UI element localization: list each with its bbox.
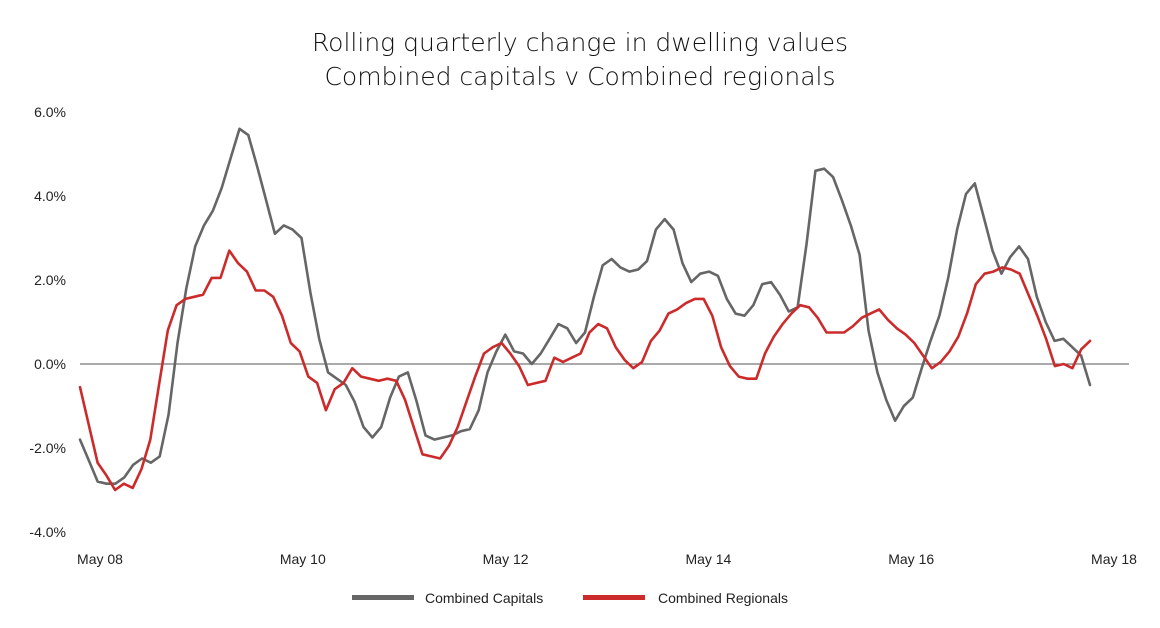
x-axis: May 08 May 10 May 12 May 14 May 16 May 18 (77, 551, 1137, 567)
series-line-combined-regionals (78, 249, 1092, 492)
y-axis: 6.0% 4.0% 2.0% 0.0% -2.0% -4.0% (29, 104, 66, 540)
y-tick-label: 6.0% (34, 104, 66, 120)
x-tick-label: May 08 (77, 551, 123, 567)
series-layer (78, 127, 1092, 492)
legend-swatch (352, 595, 414, 600)
x-tick-label: May 12 (483, 551, 529, 567)
series-line-combined-capitals (78, 127, 1092, 486)
y-tick-label: 0.0% (34, 356, 66, 372)
legend-label: Combined Regionals (658, 590, 788, 606)
x-tick-label: May 18 (1091, 551, 1137, 567)
x-tick-label: May 16 (888, 551, 934, 567)
x-tick-label: May 10 (280, 551, 326, 567)
legend-swatch (583, 595, 645, 600)
y-tick-label: 4.0% (34, 188, 66, 204)
y-tick-label: -4.0% (29, 524, 66, 540)
y-tick-label: -2.0% (29, 440, 66, 456)
chart-subtitle: Combined capitals v Combined regionals (324, 62, 836, 91)
y-tick-label: 2.0% (34, 272, 66, 288)
legend-label: Combined Capitals (425, 590, 543, 606)
x-tick-label: May 14 (685, 551, 731, 567)
legend: Combined Capitals Combined Regionals (352, 590, 788, 606)
chart-title: Rolling quarterly change in dwelling val… (311, 28, 849, 57)
